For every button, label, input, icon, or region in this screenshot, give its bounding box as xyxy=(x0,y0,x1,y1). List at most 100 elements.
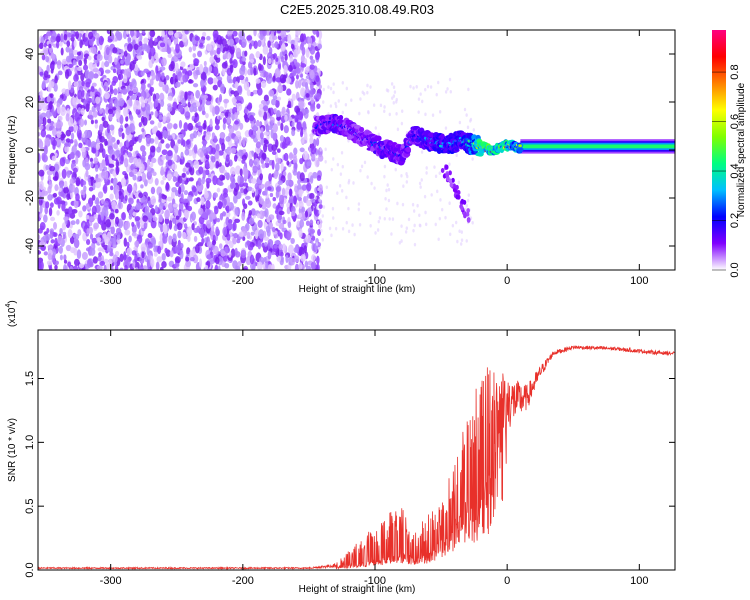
spectrogram-noise-speck xyxy=(143,222,148,230)
spectrogram-fringe-speck xyxy=(466,198,470,203)
spectrogram-noise-speck xyxy=(149,145,156,153)
spectrogram-fringe-speck xyxy=(318,198,321,203)
spectrogram-noise-speck xyxy=(235,130,242,138)
spectrogram-noise-speck xyxy=(309,192,315,200)
spectrogram-noise-speck xyxy=(182,167,187,173)
spectrogram-tone-band xyxy=(520,144,675,149)
spectrogram-noise-speck xyxy=(143,43,149,52)
colorbar-scale xyxy=(712,30,726,270)
spectrogram-noise-speck xyxy=(241,56,247,62)
spectrogram-noise-speck xyxy=(187,90,192,96)
spectrogram-noise-speck xyxy=(204,264,209,270)
spectrogram-noise-speck xyxy=(165,75,170,81)
spectrogram-noise-speck xyxy=(266,52,273,61)
spectrogram-noise-speck xyxy=(239,168,243,177)
spectrogram-noise-speck xyxy=(124,157,129,168)
spectrogram-noise-speck xyxy=(271,150,277,156)
spectrogram-noise-speck xyxy=(108,163,115,168)
spectrogram-noise-speck xyxy=(174,256,181,264)
spectrogram-noise-speck xyxy=(85,81,91,88)
spectrogram-noise-speck xyxy=(260,127,264,133)
spectrogram-noise-speck xyxy=(279,135,285,142)
spectrogram-noise-speck xyxy=(137,176,141,181)
spectrogram-noise-speck xyxy=(125,115,129,122)
spectrogram-noise-speck xyxy=(309,45,316,55)
spectrogram-noise-speck xyxy=(275,189,280,199)
spectrogram-noise-speck xyxy=(96,237,102,243)
spectrogram-noise-speck xyxy=(50,239,55,244)
spectrogram-fringe-speck xyxy=(401,202,405,207)
spectrogram-noise-speck xyxy=(75,218,80,225)
spectrogram-fringe-speck xyxy=(360,164,364,169)
spectrogram-noise-speck xyxy=(135,267,139,270)
spectrogram-noise-speck xyxy=(69,138,74,144)
spectrogram-noise-speck xyxy=(39,42,44,50)
spectrogram-noise-speck xyxy=(161,194,168,200)
snr-panel: -300 -200 -100 0 100 0.00.51.01.5 Height of … xyxy=(5,300,676,595)
spectrogram-streak xyxy=(460,198,465,204)
spectrogram-noise-speck xyxy=(256,261,263,270)
spectrogram-fringe-speck xyxy=(318,209,322,213)
spectrogram-noise-speck xyxy=(262,45,269,55)
spectrogram-noise-speck xyxy=(299,158,304,165)
spectrogram-noise-speck xyxy=(58,245,63,254)
snr-y-ticks: 0.00.51.01.5 xyxy=(24,371,675,578)
spectrogram-noise-speck xyxy=(116,233,121,241)
spectrogram-fringe-speck xyxy=(413,242,417,247)
spectrogram-noise-speck xyxy=(239,31,246,41)
spectrogram-streak xyxy=(449,182,454,188)
spectrogram-fringe-speck xyxy=(419,92,422,96)
spectrogram-noise-speck xyxy=(207,77,214,85)
spectrogram-noise-speck xyxy=(151,126,158,135)
spectrogram-noise-speck xyxy=(187,94,191,103)
spectrogram-noise-speck xyxy=(219,83,225,94)
spectrogram-noise-speck xyxy=(250,66,254,76)
spectrogram-noise-speck xyxy=(143,37,149,44)
spectrogram-fringe-speck xyxy=(437,237,440,242)
spectrogram-noise-speck xyxy=(65,46,70,53)
spectrogram-noise-speck xyxy=(309,175,314,184)
spectrogram-noise-speck xyxy=(41,80,46,90)
spectrogram-noise-speck xyxy=(241,154,247,161)
spectrogram-noise-speck xyxy=(314,157,320,168)
spectrogram-noise-speck xyxy=(71,34,75,39)
spectrogram-noise-speck xyxy=(100,211,105,221)
spectrogram-noise-speck xyxy=(54,184,59,192)
spectrogram-fringe-speck xyxy=(405,226,409,231)
spectrogram-noise-speck xyxy=(179,242,184,249)
spectrogram-noise-speck xyxy=(131,232,137,237)
y-tick-label: 20 xyxy=(24,96,36,108)
spectrogram-fringe-speck xyxy=(434,174,438,179)
spectrogram-noise-speck xyxy=(258,229,265,240)
spectrogram-noise-speck xyxy=(47,244,53,249)
spectrogram-noise-speck xyxy=(175,215,180,220)
spectrogram-fringe-speck xyxy=(419,185,422,189)
spectrogram-noise-speck xyxy=(73,258,80,267)
spectrogram-noise-speck xyxy=(139,32,143,42)
spectrogram-noise-speck xyxy=(48,265,53,270)
spectrogram-noise-speck xyxy=(172,101,178,111)
spectrogram-noise-speck xyxy=(226,30,233,37)
spectrogram-noise-speck xyxy=(115,159,120,168)
spectrogram-noise-speck xyxy=(45,164,50,171)
spectrogram-noise-speck xyxy=(66,40,71,48)
spectrogram-noise-speck xyxy=(292,169,298,176)
spectrogram-noise-speck xyxy=(240,249,247,259)
spectrogram-fringe-speck xyxy=(405,172,408,176)
spectrogram-fringe-speck xyxy=(359,168,362,173)
spectrogram-noise-speck xyxy=(68,153,75,160)
spectrogram-noise-speck xyxy=(186,139,191,145)
spectrogram-noise-speck xyxy=(298,228,303,238)
spectrogram-fringe-speck xyxy=(369,223,372,228)
spectrogram-noise-speck xyxy=(39,90,43,99)
spectrogram-noise-speck xyxy=(160,169,165,176)
spectrogram-noise-speck xyxy=(137,158,142,169)
spectrogram-noise-speck xyxy=(166,116,170,124)
spectrogram-noise-speck xyxy=(198,207,204,216)
spectrogram-fringe-speck xyxy=(376,228,380,232)
spectrogram-noise-speck xyxy=(221,142,226,152)
spectrogram-noise-speck xyxy=(271,43,276,48)
spectrogram-noise-speck xyxy=(157,245,162,255)
spectrogram-noise-speck xyxy=(304,82,309,90)
spectrogram-noise-speck xyxy=(305,234,312,244)
